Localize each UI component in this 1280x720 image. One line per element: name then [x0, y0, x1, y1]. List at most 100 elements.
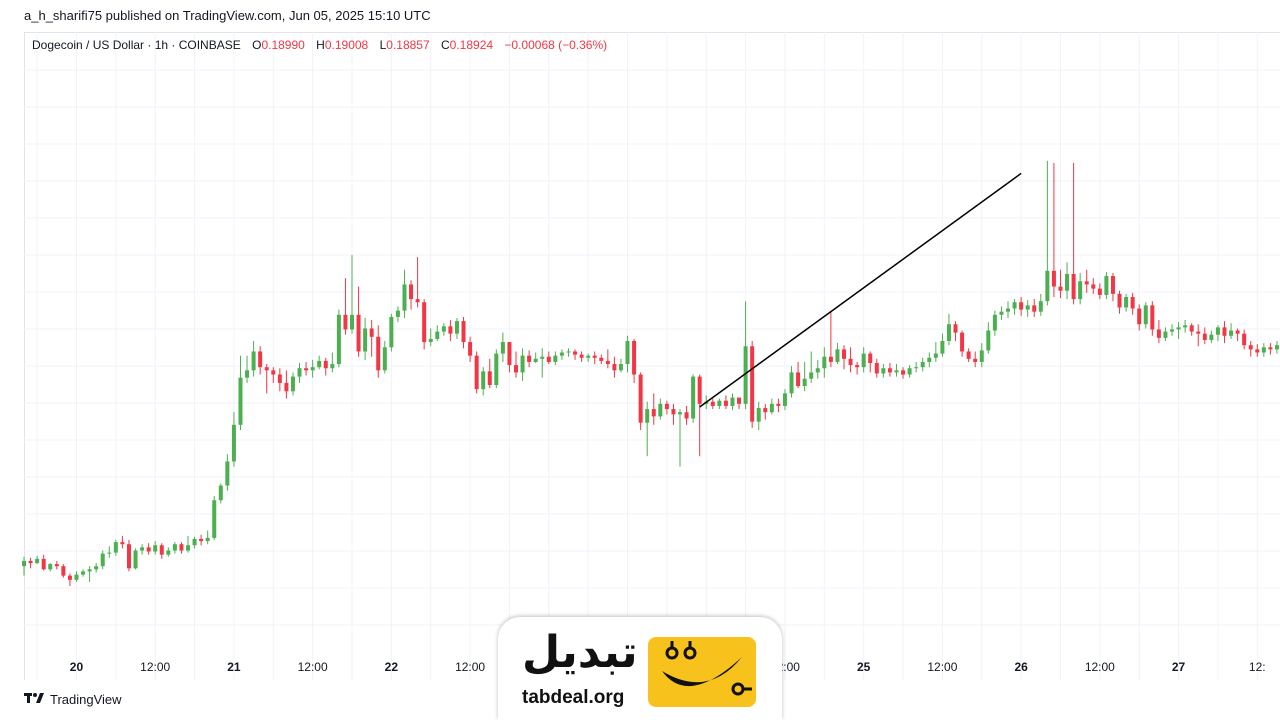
- candle-up: [1025, 305, 1030, 310]
- chart-grid: [24, 32, 1280, 680]
- close-label: C: [441, 38, 450, 52]
- watermark-arabic-text: تبدیل: [522, 627, 638, 678]
- candle-up: [1274, 345, 1279, 350]
- candle-up: [140, 547, 145, 551]
- candle-down: [842, 349, 846, 359]
- candle-down: [632, 341, 637, 375]
- candle-down: [159, 545, 164, 555]
- low-value: 0.18857: [386, 38, 430, 52]
- candle-down: [868, 353, 873, 363]
- candle-down: [264, 367, 269, 371]
- candle-up: [658, 403, 663, 417]
- candle-up: [133, 550, 138, 569]
- candle-down: [356, 314, 361, 352]
- candle-up: [802, 378, 807, 387]
- candle-down: [376, 336, 381, 371]
- candle-up: [395, 310, 400, 317]
- candle-down: [796, 372, 801, 387]
- candle-up: [618, 364, 623, 371]
- candle-down: [146, 547, 151, 552]
- high-value: 0.19008: [324, 38, 369, 52]
- open-value: 0.18990: [261, 38, 305, 52]
- candle-down: [966, 351, 971, 359]
- candle-down: [901, 370, 906, 375]
- change-value: −0.00068 (−0.36%): [504, 38, 608, 52]
- candle-down: [887, 368, 892, 373]
- candle-up: [402, 284, 407, 311]
- candle-down: [258, 351, 263, 368]
- candle-down: [468, 342, 473, 356]
- candle-up: [231, 424, 236, 462]
- time-tick-label: 21: [227, 660, 241, 674]
- candle-up: [1078, 281, 1083, 300]
- candle-down: [199, 538, 204, 542]
- symbol-title[interactable]: Dogecoin / US Dollar · 1h · COINBASE: [32, 38, 241, 52]
- candle-down: [638, 374, 643, 423]
- candle-down: [697, 376, 702, 404]
- candle-down: [579, 354, 584, 358]
- candle-down: [710, 401, 715, 406]
- candle-up: [1209, 334, 1214, 340]
- candle-down: [1189, 325, 1194, 332]
- candle-down: [120, 542, 125, 545]
- candle-up: [22, 560, 26, 567]
- candle-up: [566, 351, 571, 353]
- candle-up: [1124, 297, 1129, 308]
- candle-up: [1045, 270, 1050, 302]
- candle-up: [1229, 330, 1234, 336]
- candle-up: [113, 542, 118, 553]
- candle-up: [927, 357, 932, 362]
- candle-up: [81, 571, 86, 575]
- candle-up: [999, 311, 1004, 315]
- candle-down: [1110, 276, 1115, 294]
- time-tick-label: 22: [385, 660, 399, 674]
- candle-up: [782, 393, 787, 406]
- candle-down: [723, 400, 728, 406]
- candle-up: [979, 350, 984, 362]
- candle-series: [22, 160, 1279, 587]
- candle-up: [835, 349, 840, 362]
- candle-up: [645, 409, 650, 423]
- candle-up: [310, 367, 315, 371]
- candle-down: [28, 560, 33, 564]
- candle-up: [1170, 329, 1174, 332]
- candle-down: [651, 409, 656, 417]
- candle-down: [1117, 293, 1122, 308]
- candle-up: [861, 353, 866, 368]
- candle-up: [205, 537, 210, 542]
- candle-down: [1156, 329, 1161, 338]
- candle-down: [271, 370, 276, 375]
- candle-down: [422, 302, 427, 343]
- candle-up: [540, 356, 545, 359]
- candle-down: [1150, 305, 1155, 330]
- tradingview-logo-icon: [24, 692, 46, 707]
- trendline-layer: [699, 172, 1022, 408]
- chart-pane[interactable]: [24, 32, 1280, 680]
- candle-down: [763, 408, 768, 413]
- candle-up: [107, 552, 112, 554]
- time-axis: 20 12:00 21 12:00 22 12:00 12:00 25 12:00 26 12:00…: [70, 660, 1266, 674]
- candle-down: [874, 362, 879, 374]
- candle-down: [487, 371, 492, 385]
- candle-up: [100, 553, 105, 567]
- candle-up: [940, 341, 945, 354]
- candle-down: [1130, 297, 1135, 309]
- candle-down: [612, 364, 617, 371]
- time-tick-label: 27: [1172, 660, 1186, 674]
- candle-up: [317, 360, 322, 368]
- candle-down: [599, 357, 604, 361]
- candle-up: [986, 330, 991, 351]
- open-label: O: [252, 38, 262, 52]
- candle-up: [238, 377, 243, 425]
- candle-down: [684, 412, 689, 419]
- candle-up: [245, 370, 250, 378]
- candle-up: [907, 368, 912, 375]
- candle-down: [277, 374, 282, 383]
- candle-up: [1006, 308, 1010, 312]
- time-tick-label: 12:: [1249, 660, 1266, 674]
- candle-down: [664, 403, 669, 410]
- tradingview-footer[interactable]: TradingView: [24, 692, 122, 707]
- candle-up: [330, 364, 335, 369]
- candle-up: [743, 346, 748, 404]
